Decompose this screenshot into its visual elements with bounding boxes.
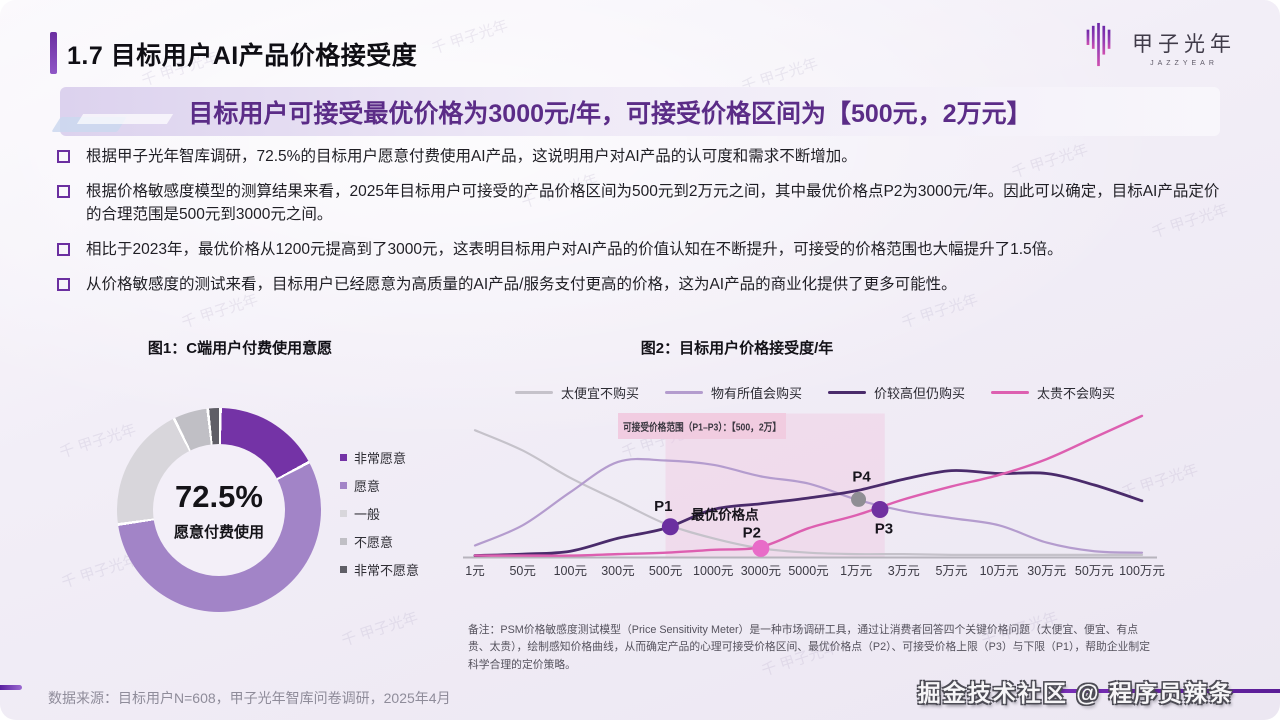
- legend-label: 价较高但仍购买: [874, 386, 966, 401]
- banner-highlight-shape: [76, 114, 174, 124]
- x-tick-label: 100元: [554, 564, 587, 578]
- headline-text: 目标用户可接受最优价格为3000元/年，可接受价格区间为【500元，2万元】: [188, 99, 1032, 128]
- optimal-price-label: 最优价格点: [691, 506, 759, 522]
- chart2-title: 图2：目标用户价格接受度/年: [640, 340, 834, 357]
- legend-label: 物有所值会购买: [710, 386, 802, 401]
- x-tick-label: 5000元: [788, 564, 828, 578]
- x-tick-label: 5万元: [935, 564, 967, 578]
- point-p1-label: P1: [654, 498, 672, 515]
- bullet-square-icon: [57, 278, 70, 291]
- donut-legend-item: 不愿意: [340, 532, 419, 551]
- bullet-square-icon: [57, 150, 70, 163]
- point-p4-label: P4: [852, 468, 871, 485]
- legend-swatch-icon: [340, 566, 347, 573]
- legend-swatch-icon: [340, 482, 347, 489]
- title-accent-bar: [50, 32, 57, 74]
- company-logo: 甲子光年 JAZZYEAR: [1080, 22, 1236, 73]
- legend-swatch-icon: [340, 454, 347, 461]
- donut-center-label: 愿意付费使用: [173, 523, 264, 541]
- x-tick-label: 3万元: [888, 564, 920, 578]
- bullet-text: 相比于2023年，最优价格从1200元提高到了3000元，这表明目标用户对AI产…: [86, 241, 1063, 258]
- point-p4-dot: [851, 491, 867, 507]
- bullet-text: 从价格敏感度的测试来看，目标用户已经愿意为高质量的AI产品/服务支付更高的价格，…: [86, 276, 957, 293]
- donut-legend-item: 愿意: [340, 476, 419, 495]
- bullet-item: 从价格敏感度的测试来看，目标用户已经愿意为高质量的AI产品/服务支付更高的价格，…: [55, 273, 1231, 296]
- bullet-text: 根据甲子光年智库调研，72.5%的目标用户愿意付费使用AI产品，这说明用户对AI…: [86, 148, 857, 165]
- x-tick-label: 1万元: [840, 564, 872, 578]
- band-label-box: [618, 413, 786, 439]
- logo-subtext: JAZZYEAR: [1150, 60, 1218, 67]
- jazzyear-logo-icon: [1080, 22, 1122, 73]
- x-tick-label: 500元: [649, 564, 682, 578]
- bullet-square-icon: [57, 185, 70, 198]
- footer-accent-dash: [0, 685, 22, 690]
- page-title: 1.7 目标用户AI产品价格接受度: [67, 42, 418, 70]
- brand-watermark: 千 甲子光年: [339, 609, 421, 650]
- donut-legend-item: 一般: [340, 504, 419, 523]
- bullet-text: 根据价格敏感度模型的测算结果来看，2025年目标用户可接受的产品价格区间为500…: [86, 183, 1220, 223]
- bullet-list: 根据甲子光年智库调研，72.5%的目标用户愿意付费使用AI产品，这说明用户对AI…: [55, 145, 1231, 308]
- series-line-1: [473, 429, 1144, 556]
- psm-line-chart: 可接受价格范围（P1–P3）：【500，2万】 P1 最优价格点 P2 P4 P3 1元 50…: [463, 413, 1165, 578]
- point-p1-dot: [661, 518, 679, 536]
- legend-line-icon: [991, 391, 1030, 394]
- legend-line-icon: [828, 391, 866, 394]
- donut-center-value: 72.5%: [175, 478, 263, 514]
- series-line-4: [473, 414, 1144, 557]
- x-tick-label: 1元: [465, 564, 484, 578]
- headline-banner: 目标用户可接受最优价格为3000元/年，可接受价格区间为【500元，2万元】: [51, 87, 1220, 136]
- series-line-3: [473, 469, 1144, 557]
- x-tick-label: 30万元: [1027, 564, 1066, 578]
- line-legend-item: 价较高但仍购买: [828, 383, 965, 402]
- series-line-2: [473, 457, 1144, 554]
- legend-label: 一般: [354, 507, 381, 522]
- x-tick-label: 10万元: [980, 564, 1019, 578]
- chart-note: 备注：PSM价格敏感度测试模型（Price Sensitivity Meter）…: [468, 624, 1151, 671]
- chart1-title: 图1：C端用户付费使用意愿: [147, 340, 333, 357]
- x-tick-label: 50元: [509, 564, 535, 578]
- brand-watermark: 千 甲子光年: [57, 421, 139, 462]
- legend-line-icon: [664, 391, 703, 394]
- line-legend-item: 物有所值会购买: [664, 383, 802, 402]
- donut-legend: 非常愿意愿意一般不愿意非常不愿意: [340, 448, 419, 579]
- donut-center: 72.5% 愿意付费使用: [153, 444, 285, 576]
- legend-swatch-icon: [340, 510, 347, 517]
- legend-label: 不愿意: [354, 535, 394, 550]
- legend-line-icon: [514, 391, 553, 394]
- legend-label: 非常愿意: [354, 451, 407, 466]
- legend-label: 太便宜不购买: [560, 386, 639, 401]
- donut-legend-item: 非常愿意: [340, 448, 419, 467]
- bullet-item: 根据价格敏感度模型的测算结果来看，2025年目标用户可接受的产品价格区间为500…: [55, 180, 1231, 226]
- legend-label: 愿意: [354, 479, 381, 494]
- band-label: 可接受价格范围（P1–P3）：【500，2万】: [623, 421, 781, 434]
- bottom-purple-line: [1053, 689, 1280, 693]
- logo-text: 甲子光年 JAZZYEAR: [1132, 28, 1236, 67]
- x-tick-label: 300元: [601, 564, 634, 578]
- point-p3-dot: [871, 500, 889, 518]
- bullet-square-icon: [57, 243, 70, 256]
- point-p2-dot: [752, 539, 770, 557]
- line-chart-legend: 太便宜不购买 物有所值会购买 价较高但仍购买 太贵不会购买: [470, 383, 1160, 402]
- x-tick-label: 50万元: [1075, 564, 1114, 578]
- point-p2-label: P2: [743, 524, 761, 541]
- point-p3-label: P3: [875, 520, 893, 537]
- community-watermark: 掘金技术社区 @ 程序员辣条: [917, 680, 1234, 706]
- brand-watermark: 千 甲子光年: [429, 17, 511, 58]
- x-tick-label: 3000元: [741, 564, 781, 578]
- legend-label: 太贵不会购买: [1037, 386, 1116, 401]
- line-legend-item: 太贵不会购买: [991, 383, 1115, 402]
- line-legend-item: 太便宜不购买: [514, 383, 639, 402]
- bullet-item: 根据甲子光年智库调研，72.5%的目标用户愿意付费使用AI产品，这说明用户对AI…: [55, 145, 1231, 168]
- legend-label: 非常不愿意: [354, 563, 420, 578]
- data-source: 数据来源：目标用户N=608，甲子光年智库问卷调研，2025年4月: [48, 690, 451, 706]
- x-tick-label: 1000元: [693, 564, 733, 578]
- logo-name: 甲子光年: [1132, 32, 1236, 56]
- donut-legend-item: 非常不愿意: [340, 560, 419, 579]
- bullet-item: 相比于2023年，最优价格从1200元提高到了3000元，这表明目标用户对AI产…: [55, 238, 1231, 261]
- x-tick-label: 100万元: [1119, 564, 1165, 578]
- legend-swatch-icon: [340, 538, 347, 545]
